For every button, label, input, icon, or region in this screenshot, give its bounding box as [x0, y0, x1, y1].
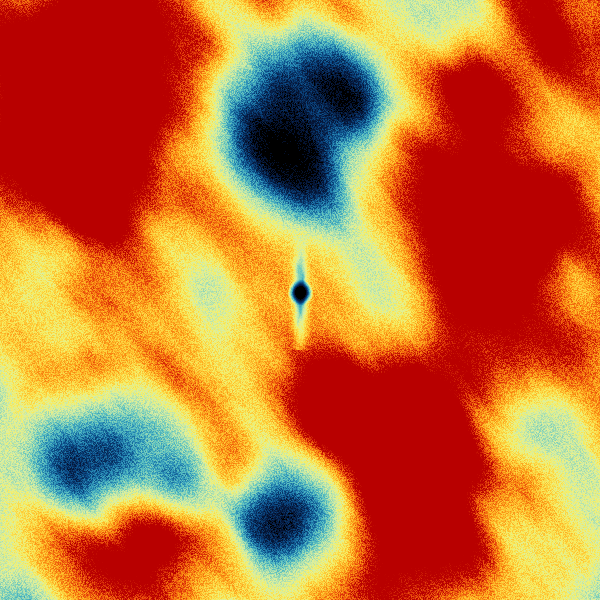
heatmap-viewport: black-blue-cyan-green-yellow-orange-red — [0, 0, 600, 600]
false-color-heatmap — [0, 0, 600, 600]
